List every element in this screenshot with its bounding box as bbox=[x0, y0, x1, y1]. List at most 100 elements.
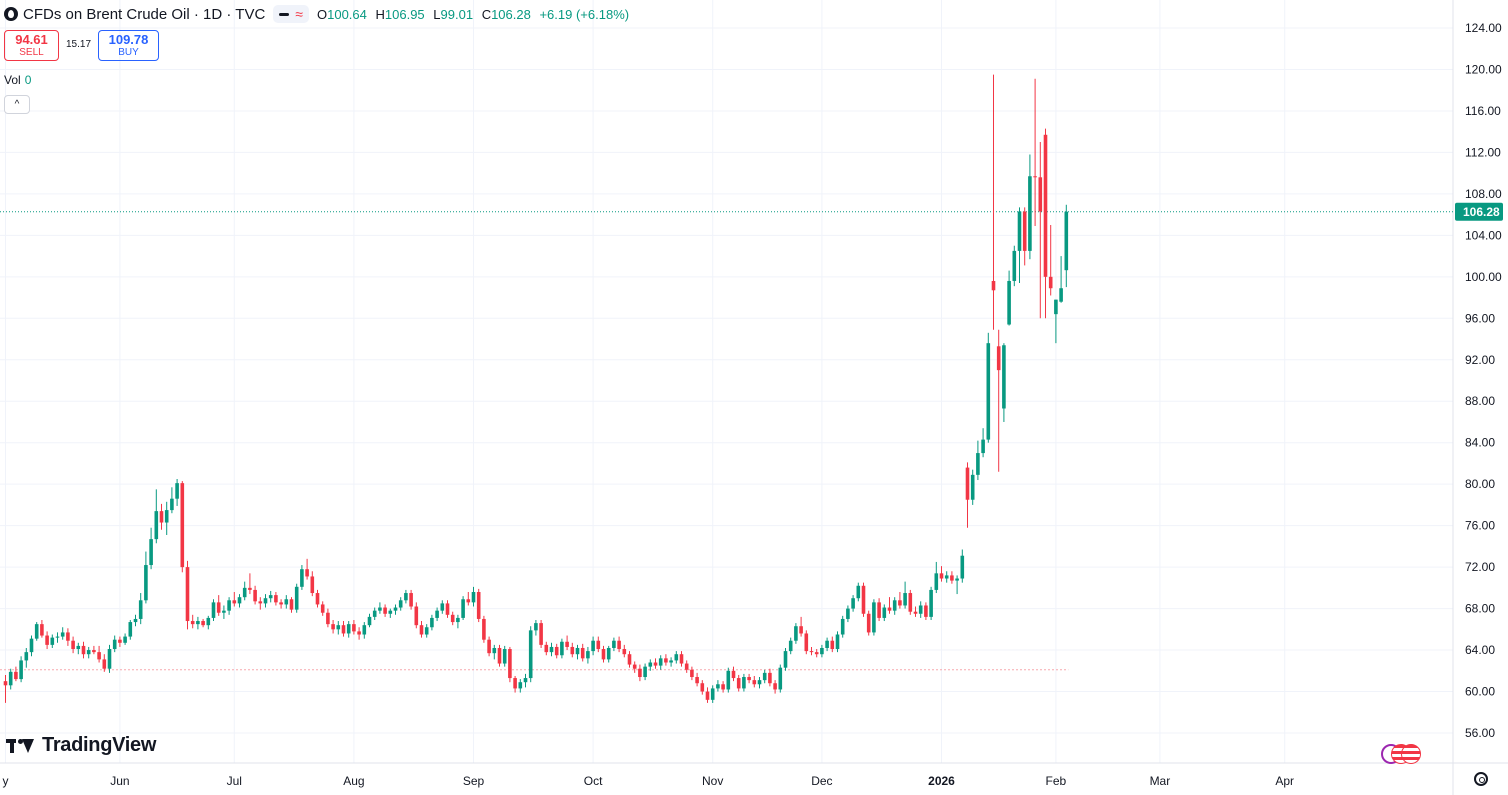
candle-body bbox=[190, 621, 195, 625]
change-value: +6.19 (+6.18%) bbox=[539, 6, 630, 22]
candle-body bbox=[326, 612, 330, 625]
y-tick-label: 96.00 bbox=[1465, 311, 1495, 325]
candle-body bbox=[476, 592, 481, 619]
candle-body bbox=[456, 617, 460, 623]
candle-body bbox=[222, 610, 226, 613]
candle-body bbox=[544, 644, 549, 653]
candle-body bbox=[929, 589, 933, 617]
candle-body bbox=[955, 578, 959, 581]
x-tick-label: Jun bbox=[110, 774, 129, 788]
candle-body bbox=[825, 640, 829, 648]
candle-body bbox=[586, 651, 590, 659]
y-tick-label: 92.00 bbox=[1465, 353, 1495, 367]
volume-value: 0 bbox=[24, 73, 32, 87]
candle-body bbox=[86, 650, 91, 655]
candle-body bbox=[518, 682, 523, 689]
candle-body bbox=[45, 635, 49, 645]
candle-body bbox=[851, 598, 855, 609]
candle-body bbox=[747, 677, 751, 681]
y-tick-label: 104.00 bbox=[1465, 228, 1502, 242]
candle-body bbox=[513, 678, 517, 689]
x-tick-label: Sep bbox=[463, 774, 485, 788]
buy-button[interactable]: 109.78 BUY bbox=[98, 30, 159, 61]
sell-button[interactable]: 94.61 SELL bbox=[4, 30, 59, 61]
candle-body bbox=[357, 631, 361, 635]
candle-body bbox=[996, 346, 1001, 371]
candle-body bbox=[643, 666, 647, 678]
candle-body bbox=[175, 483, 179, 499]
candle-body bbox=[1007, 280, 1011, 325]
candle-body bbox=[346, 624, 351, 634]
candle-body bbox=[352, 624, 356, 632]
volume-legend: Vol 0 bbox=[4, 73, 31, 87]
candle-body bbox=[445, 603, 450, 615]
candle-body bbox=[653, 662, 658, 666]
candle-body bbox=[170, 498, 174, 511]
candle-body bbox=[752, 680, 757, 685]
candle-body bbox=[404, 593, 408, 601]
x-tick-label: Aug bbox=[343, 774, 364, 788]
candle-body bbox=[279, 602, 283, 605]
close-value: 106.28 bbox=[491, 6, 531, 22]
candle-body bbox=[669, 660, 673, 663]
candle-body bbox=[118, 639, 122, 643]
candle-body bbox=[258, 601, 263, 604]
us-flag-icon[interactable] bbox=[1401, 744, 1421, 764]
candle-body bbox=[1064, 211, 1069, 271]
candle-body bbox=[898, 600, 902, 606]
approx-icon[interactable]: ≈ bbox=[295, 6, 303, 22]
candle-body bbox=[570, 646, 575, 655]
candle-body bbox=[674, 654, 679, 661]
tradingview-logo[interactable]: TradingView bbox=[6, 734, 156, 757]
x-tick-label: Dec bbox=[811, 774, 832, 788]
candle-body bbox=[918, 605, 923, 614]
candle-body bbox=[248, 587, 252, 590]
candle-body bbox=[887, 607, 892, 611]
symbol-title[interactable]: CFDs on Brent Crude Oil · 1D · TVC bbox=[23, 5, 266, 23]
candle-body bbox=[1022, 211, 1027, 251]
x-tick-label: Jul bbox=[227, 774, 242, 788]
chevron-up-icon[interactable]: ^ bbox=[4, 95, 30, 114]
x-tick-label: Nov bbox=[702, 774, 723, 788]
candle-body bbox=[617, 640, 621, 650]
candle-body bbox=[388, 610, 393, 614]
candle-body bbox=[1054, 299, 1058, 315]
candle-body bbox=[196, 621, 200, 625]
candle-body bbox=[835, 634, 840, 650]
x-tick-label: Feb bbox=[1046, 774, 1067, 788]
candle-body bbox=[1002, 345, 1006, 409]
minus-icon[interactable] bbox=[279, 12, 290, 16]
events-flags[interactable] bbox=[1381, 744, 1429, 766]
candle-body bbox=[960, 555, 965, 579]
candle-body bbox=[393, 607, 398, 611]
candle-body bbox=[315, 593, 320, 605]
gear-icon[interactable] bbox=[1474, 772, 1488, 786]
candle-body bbox=[612, 640, 616, 648]
candle-body bbox=[1012, 250, 1017, 281]
candle-body bbox=[778, 667, 783, 690]
candle-body bbox=[180, 483, 185, 568]
candle-body bbox=[970, 474, 975, 500]
candle-body bbox=[92, 650, 96, 653]
candle-body bbox=[523, 678, 528, 683]
candle-body bbox=[367, 616, 372, 626]
candle-body bbox=[40, 624, 44, 636]
candle-body bbox=[128, 622, 133, 637]
candle-body bbox=[866, 613, 871, 633]
candle-body bbox=[305, 569, 309, 577]
candle-body bbox=[534, 623, 538, 631]
candle-body bbox=[580, 647, 585, 659]
candle-body bbox=[830, 640, 835, 650]
candle-body bbox=[664, 658, 668, 663]
candle-body bbox=[216, 602, 221, 613]
candle-body bbox=[378, 607, 382, 611]
candle-body bbox=[903, 593, 907, 606]
x-tick-label: Mar bbox=[1150, 774, 1171, 788]
y-tick-label: 100.00 bbox=[1465, 270, 1502, 284]
indicator-toggle-pill[interactable]: ≈ bbox=[273, 5, 309, 23]
candle-body bbox=[877, 602, 881, 618]
candle-body bbox=[554, 646, 559, 656]
last-price-label: 106.28 bbox=[1463, 205, 1500, 219]
buy-price: 109.78 bbox=[108, 32, 149, 47]
